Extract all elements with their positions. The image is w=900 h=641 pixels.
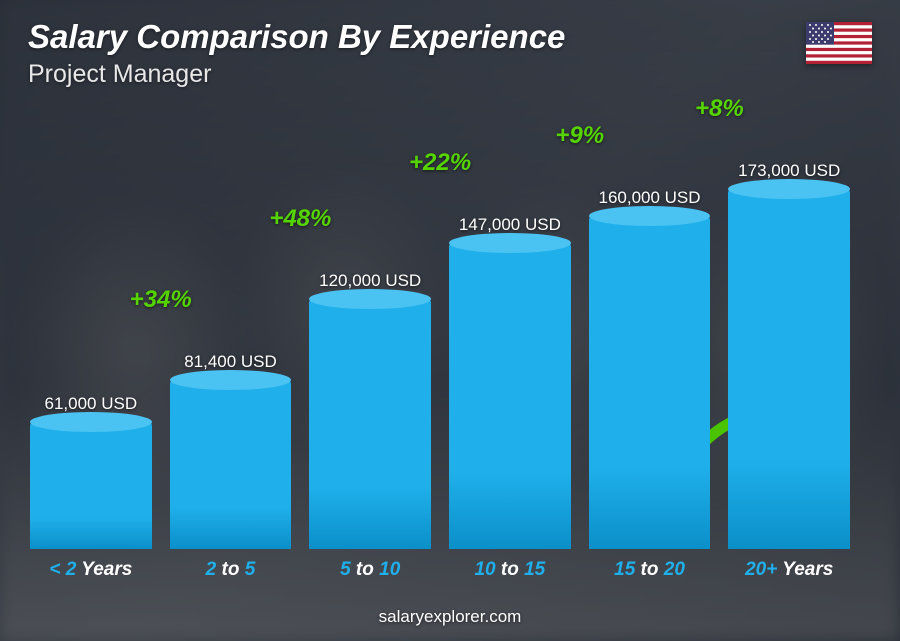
bar-top-ellipse	[30, 412, 152, 432]
bar	[589, 216, 711, 549]
bar-chart: 61,000 USD 81,400 USD 120,000 USD 147,000 U…	[30, 110, 850, 581]
bar-value-label: 173,000 USD	[738, 161, 840, 181]
bar-slot: 160,000 USD	[589, 188, 711, 549]
bar-slot: 120,000 USD	[309, 271, 431, 549]
percent-increase-badge: +48%	[269, 205, 331, 233]
bar-top-ellipse	[728, 179, 850, 199]
bar-value-label: 160,000 USD	[598, 188, 700, 208]
bar-slot: 173,000 USD	[728, 161, 850, 549]
bar	[30, 422, 152, 549]
bar-value-label: 81,400 USD	[184, 352, 277, 372]
bar-value-label: 147,000 USD	[459, 215, 561, 235]
us-flag-icon	[806, 22, 872, 64]
x-axis-labels: < 2 Years 2 to 5 5 to 10 10 to 15 15 to 20 20…	[30, 559, 850, 581]
percent-increase-badge: +34%	[130, 286, 192, 314]
chart-subtitle: Project Manager	[28, 60, 211, 89]
bar	[449, 243, 571, 549]
chart-title: Salary Comparison By Experience	[28, 18, 565, 56]
bar	[309, 299, 431, 549]
bar-slot: 61,000 USD	[30, 394, 152, 549]
bar	[728, 189, 850, 549]
bar-top-ellipse	[309, 289, 431, 309]
bar-slot: 147,000 USD	[449, 215, 571, 549]
bar-value-label: 61,000 USD	[45, 394, 138, 414]
percent-increase-badge: +9%	[555, 122, 604, 150]
percent-increase-badge: +22%	[409, 149, 471, 177]
bar-value-label: 120,000 USD	[319, 271, 421, 291]
x-axis-label: 5 to 10	[309, 559, 431, 581]
bar	[170, 380, 292, 549]
x-axis-label: 2 to 5	[170, 559, 292, 581]
footer-credit: salaryexplorer.com	[0, 607, 900, 627]
percent-increase-badge: +8%	[695, 95, 744, 123]
x-axis-label: 15 to 20	[589, 559, 711, 581]
bar-top-ellipse	[449, 233, 571, 253]
x-axis-label: < 2 Years	[30, 559, 152, 581]
bar-slot: 81,400 USD	[170, 352, 292, 549]
bar-top-ellipse	[589, 206, 711, 226]
content: Salary Comparison By Experience Project …	[0, 0, 900, 641]
x-axis-label: 10 to 15	[449, 559, 571, 581]
x-axis-label: 20+ Years	[728, 559, 850, 581]
bar-top-ellipse	[170, 370, 292, 390]
